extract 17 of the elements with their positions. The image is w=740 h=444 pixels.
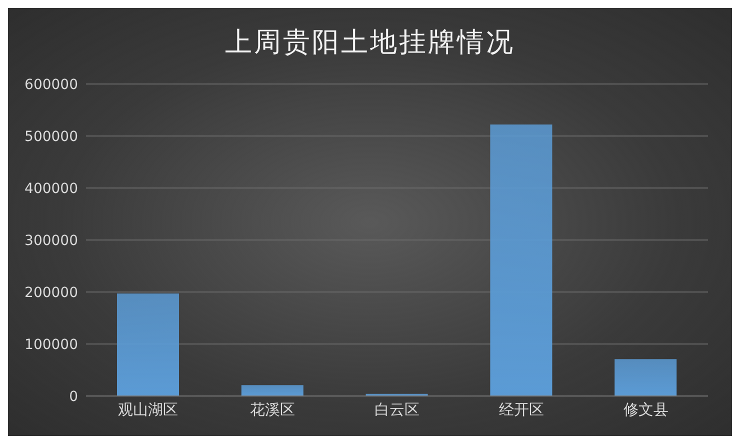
bar xyxy=(241,385,304,396)
x-tick-label: 白云区 xyxy=(374,400,420,419)
x-tick-label: 观山湖区 xyxy=(118,400,178,419)
chart-title: 上周贵阳土地挂牌情况 xyxy=(224,26,516,60)
y-tick-label: 500000 xyxy=(24,128,78,145)
y-tick-label: 600000 xyxy=(24,76,78,93)
bar xyxy=(490,124,552,396)
y-tick-label: 100000 xyxy=(24,336,78,353)
y-tick-label: 0 xyxy=(69,388,78,405)
y-tick-label: 300000 xyxy=(24,232,78,249)
y-tick-label: 400000 xyxy=(24,180,78,197)
x-tick-label: 花溪区 xyxy=(250,400,296,419)
x-tick-label: 经开区 xyxy=(498,400,544,419)
x-tick-label: 修文县 xyxy=(623,400,668,419)
bar xyxy=(614,359,677,396)
y-tick-label: 200000 xyxy=(24,284,78,301)
bar xyxy=(117,294,179,396)
